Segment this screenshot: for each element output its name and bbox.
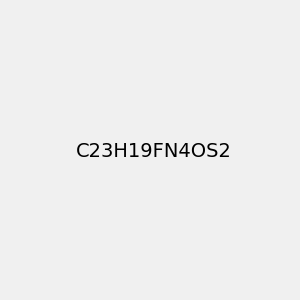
Text: C23H19FN4OS2: C23H19FN4OS2 — [76, 142, 232, 161]
